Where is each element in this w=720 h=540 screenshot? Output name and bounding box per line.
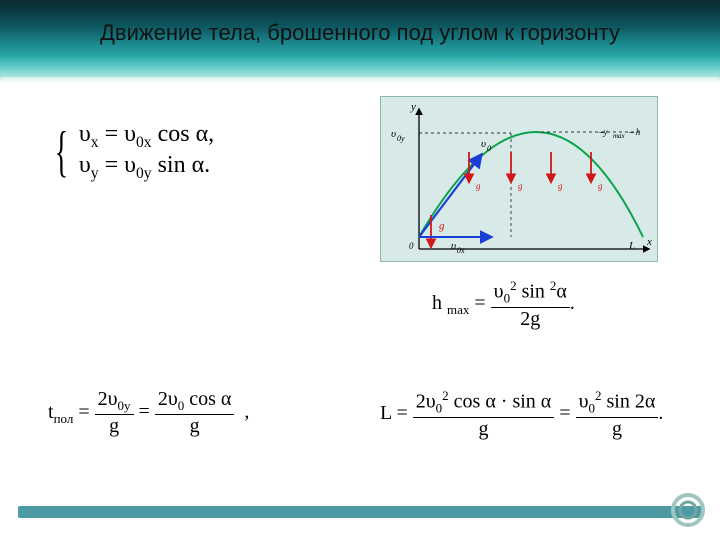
svg-text:0: 0 <box>409 241 414 251</box>
tpol-den2: g <box>155 415 235 438</box>
tpol-lhs: tпол = <box>48 401 90 423</box>
L-eq: = <box>559 402 570 424</box>
eq-vx: υx = υ0x cos α, <box>79 121 214 147</box>
tpol-num1: 2υ0y <box>95 388 134 415</box>
L-den1: g <box>413 418 555 441</box>
tpol-den1: g <box>95 415 134 438</box>
footer-bar <box>18 506 702 518</box>
hmax-lhs: h max = <box>432 292 486 314</box>
L-num2: υ02 sin 2α <box>576 388 659 418</box>
hmax-den: 2g <box>491 308 570 331</box>
L-num1: 2υ02 cos α · sin α <box>413 388 555 418</box>
trajectory-chart: y x υ0y υ0x υ0 –ymax– h L g g g g g 0 <box>380 96 658 262</box>
header: Движение тела, брошенного под углом к го… <box>0 0 720 80</box>
eq-tpol: tпол = 2υ0yg = 2υ0 cos αg , <box>48 388 249 438</box>
svg-text:L: L <box>628 240 635 252</box>
svg-text:–y: –y <box>598 127 608 137</box>
svg-text:y: y <box>410 101 416 113</box>
svg-text:g: g <box>439 220 445 232</box>
svg-text:g: g <box>558 181 563 191</box>
tpol-tail: , <box>244 401 249 423</box>
svg-text:0y: 0y <box>397 134 405 143</box>
svg-text:υ: υ <box>451 240 456 252</box>
slide-title: Движение тела, брошенного под углом к го… <box>0 20 720 46</box>
tpol-num2: 2υ0 cos α <box>155 388 235 415</box>
eq-vy: υy = υ0y sin α. <box>79 152 210 178</box>
L-den2: g <box>576 418 659 441</box>
svg-text:υ: υ <box>391 128 396 140</box>
tpol-eq: = <box>139 401 150 423</box>
svg-text:– h: – h <box>628 127 641 137</box>
svg-text:g: g <box>598 181 603 191</box>
velocity-system: { υx = υ0x cos α, υy = υ0y sin α. <box>48 120 214 184</box>
hmax-num: υ02 sin 2α <box>491 278 570 308</box>
svg-text:g: g <box>476 181 481 191</box>
corner-icon <box>670 492 706 528</box>
L-tail: . <box>658 402 663 424</box>
svg-text:x: x <box>646 236 652 248</box>
svg-text:υ: υ <box>481 138 486 150</box>
svg-text:max: max <box>613 132 626 140</box>
eq-L: L = 2υ02 cos α · sin αg = υ02 sin 2αg. <box>380 388 663 441</box>
svg-text:0: 0 <box>487 144 491 153</box>
svg-text:0x: 0x <box>457 246 465 255</box>
hmax-tail: . <box>570 292 575 314</box>
eq-hmax: h max = υ02 sin 2α2g. <box>432 278 575 331</box>
L-lhs: L = <box>380 402 408 424</box>
svg-text:g: g <box>518 181 523 191</box>
